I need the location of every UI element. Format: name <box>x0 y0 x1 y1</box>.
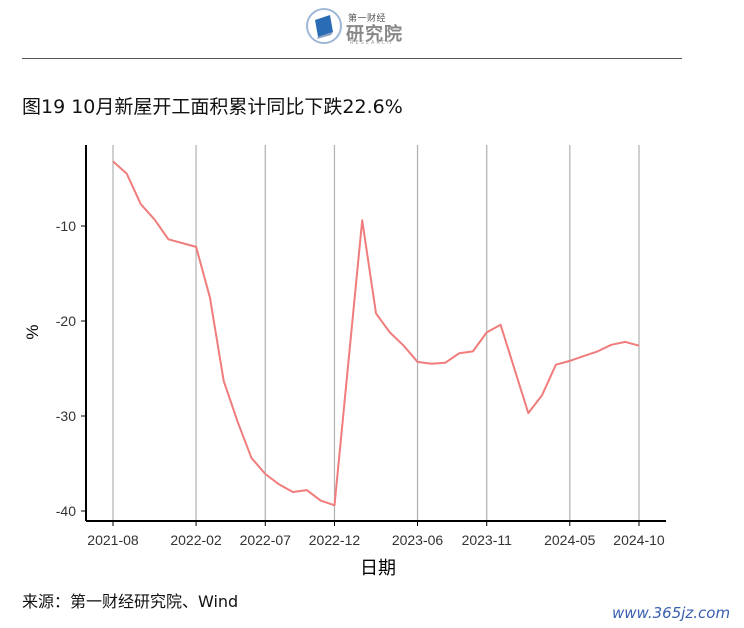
x-tick-label: 2024-05 <box>544 532 596 548</box>
brand-logo: 第一财经 研究院 RESEARCH <box>306 6 416 46</box>
y-tick-label: -30 <box>56 408 76 424</box>
y-tick-label: -10 <box>56 218 76 234</box>
y-tick-label: -20 <box>56 313 76 329</box>
y-tick-label: -40 <box>56 503 76 519</box>
brand-logo-main-text: 研究院 <box>346 24 403 45</box>
brand-logo-icon <box>306 8 342 44</box>
x-axis-label: 日期 <box>360 558 396 578</box>
header-divider <box>22 58 682 59</box>
brand-logo-sub-text: RESEARCH <box>350 40 393 46</box>
x-tick-label: 2023-11 <box>462 532 513 548</box>
y-axis-label: % <box>23 324 42 339</box>
source-note: 来源：第一财经研究院、Wind <box>22 592 239 611</box>
x-tick-label: 2021-08 <box>87 532 139 548</box>
x-tick-label: 2024-10 <box>613 532 665 548</box>
watermark: www.365jz.com <box>612 604 731 622</box>
series-layer <box>112 160 640 507</box>
axes: 2021-08 2022-02 2022-07 2022-12 2023-06 2023-… <box>56 145 666 548</box>
series-line <box>112 160 640 507</box>
brand-logo-top-text: 第一财经 <box>348 14 387 24</box>
x-tick-label: 2023-06 <box>392 532 444 548</box>
x-tick-label: 2022-07 <box>240 532 292 548</box>
x-tick-label: 2022-02 <box>170 532 222 548</box>
chart-title: 图19 10月新屋开工面积累计同比下跌22.6% <box>22 96 403 118</box>
grid-lines <box>112 145 640 521</box>
x-tick-label: 2022-12 <box>309 532 361 548</box>
